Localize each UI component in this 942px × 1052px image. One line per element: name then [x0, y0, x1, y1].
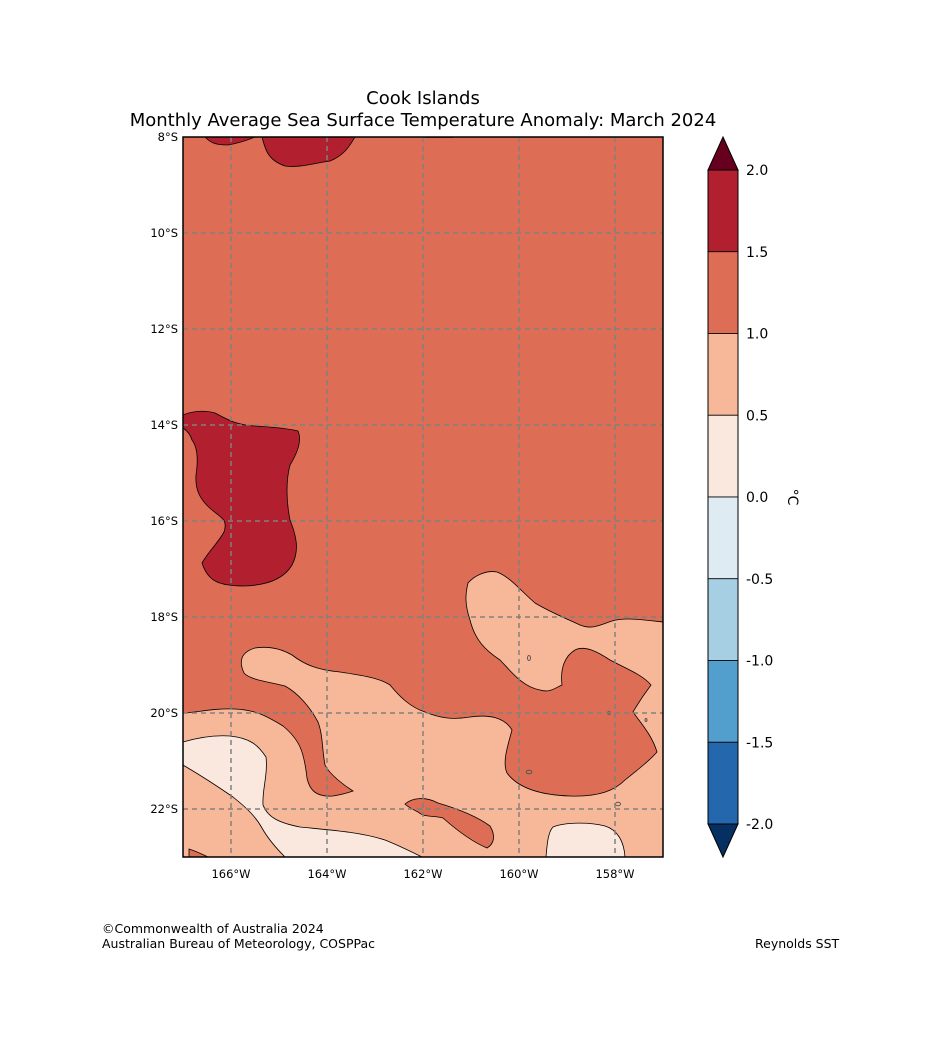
island-marker	[644, 718, 648, 722]
colorbar-tick-label: -0.5	[746, 572, 773, 588]
lat-tick-label: 12°S	[150, 322, 178, 336]
lat-tick-label: 14°S	[150, 418, 178, 432]
lon-tick-label: 166°W	[211, 867, 250, 881]
organization-line: Australian Bureau of Meteorology, COSPPa…	[102, 936, 375, 951]
anomaly-region-1.0-1.5-south	[404, 798, 494, 849]
colorbar-labels: 2.0 1.5 1.0 0.5 0.0 -0.5 -1.0 -1.5 -2.0	[746, 163, 773, 833]
lat-tick-label: 20°S	[150, 706, 178, 720]
lat-tick-label: 8°S	[158, 130, 178, 144]
lat-tick-label: 22°S	[150, 802, 178, 816]
colorbar-tick-label: -1.0	[746, 654, 773, 670]
colorbar-unit-label: °C	[784, 489, 800, 506]
chart-title-line-1: Cook Islands	[366, 88, 480, 109]
colorbar: 2.0 1.5 1.0 0.5 0.0 -0.5 -1.0 -1.5 -2.0 °C	[707, 135, 800, 859]
data-source-label: Reynolds SST	[755, 936, 840, 951]
colorbar-segments	[707, 169, 739, 825]
colorbar-tick-label: -1.5	[746, 735, 773, 751]
colorbar-segment	[707, 741, 739, 825]
colorbar-segment	[707, 496, 739, 580]
map-plot-area	[183, 137, 663, 857]
colorbar-frame	[707, 169, 739, 825]
colorbar-segment	[707, 578, 739, 661]
anomaly-region-0.0-0.5-southeast	[545, 822, 626, 857]
chart-title-line-2: Monthly Average Sea Surface Temperature …	[129, 110, 717, 131]
island-marker	[525, 769, 533, 775]
lon-tick-label: 164°W	[307, 867, 346, 881]
gridlines	[183, 137, 663, 857]
colorbar-extend-min	[707, 823, 739, 859]
copyright-line: ©Commonwealth of Australia 2024	[102, 921, 324, 936]
anomaly-region-1.5-2.0-west	[183, 410, 300, 587]
colorbar-tick-label: 1.5	[746, 245, 768, 261]
colorbar-tick-label: 1.0	[746, 327, 768, 343]
colorbar-tick-label: 0.0	[746, 490, 768, 506]
map-axis-labels: 166°W 164°W 162°W 160°W 158°W 8°S 10°S 12°S 14°S…	[150, 130, 634, 881]
colorbar-tick-label: -2.0	[746, 817, 773, 833]
lon-tick-label: 158°W	[595, 867, 634, 881]
anomaly-region-1.5-2.0-northwest	[204, 137, 256, 146]
lat-tick-label: 18°S	[150, 610, 178, 624]
colorbar-segment	[707, 414, 739, 498]
colorbar-tick-label: 2.0	[746, 163, 768, 179]
colorbar-segment	[707, 660, 739, 743]
colorbar-extend-max	[707, 135, 739, 171]
colorbar-segment	[707, 333, 739, 416]
map-frame	[182, 136, 664, 858]
colorbar-segment	[707, 169, 739, 253]
copyright-credit: ©Commonwealth of Australia 2024 Australi…	[102, 921, 375, 951]
lon-tick-label: 160°W	[499, 867, 538, 881]
lat-tick-label: 10°S	[150, 226, 178, 240]
island-marker	[527, 655, 531, 661]
lat-tick-label: 16°S	[150, 514, 178, 528]
colorbar-tick-label: 0.5	[746, 408, 768, 424]
colorbar-segment	[707, 251, 739, 334]
lon-tick-label: 162°W	[403, 867, 442, 881]
anomaly-region-1.5-2.0-north	[261, 137, 356, 167]
